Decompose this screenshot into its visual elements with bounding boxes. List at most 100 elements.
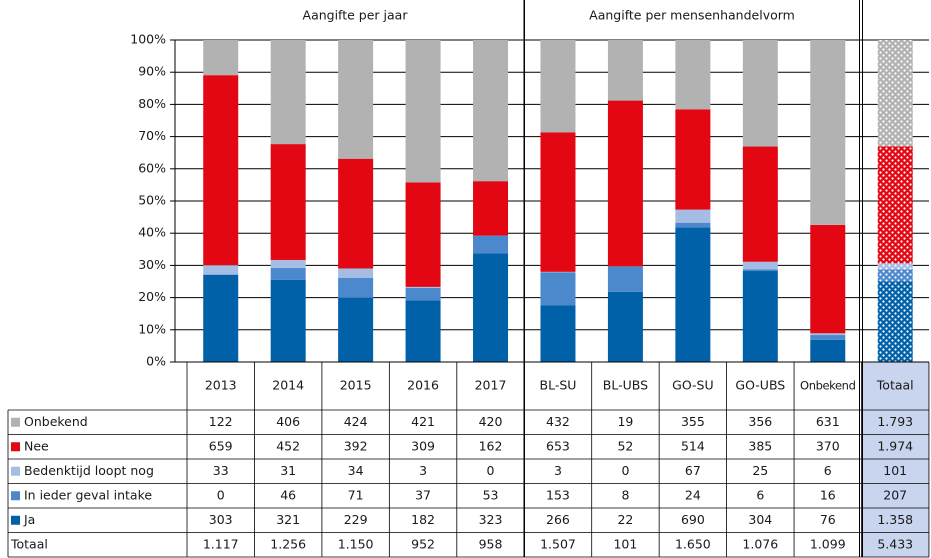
row-label: Totaal <box>10 536 48 551</box>
table-cell: 631 <box>816 414 840 429</box>
table-cell: 952 <box>411 536 435 551</box>
table-cell: 323 <box>479 512 503 527</box>
table-cell: 309 <box>411 438 435 453</box>
table-cell: 5.433 <box>877 536 913 551</box>
table-cell: 355 <box>681 414 705 429</box>
table-cell: 182 <box>411 512 435 527</box>
table-cell: 1.099 <box>810 536 846 551</box>
table-cell: 52 <box>617 438 633 453</box>
row-label: Bedenktijd loopt nog <box>24 463 154 478</box>
bar-segment <box>203 265 239 275</box>
table-cell: 1.507 <box>540 536 576 551</box>
table-cell: 424 <box>344 414 368 429</box>
table-cell: 653 <box>546 438 570 453</box>
table-cell: 1.358 <box>877 512 913 527</box>
bar-segment <box>338 278 374 298</box>
row-label: Onbekend <box>24 414 88 429</box>
table-cell: 76 <box>820 512 836 527</box>
table-cell: 6 <box>756 487 764 502</box>
x-tick-label: Totaal <box>876 378 914 393</box>
bar-segment <box>270 279 306 362</box>
bar-segment <box>810 333 846 336</box>
bar-segment <box>742 146 778 262</box>
table-cell: 1.256 <box>270 536 306 551</box>
table-cell: 25 <box>752 463 768 478</box>
bar-segment <box>810 224 846 334</box>
bar-segment <box>203 274 239 362</box>
table-cell: 3 <box>554 463 562 478</box>
x-tick-label: Onbekend <box>800 379 856 393</box>
table-cell: 67 <box>685 463 701 478</box>
bar-segment <box>540 132 576 272</box>
table-cell: 266 <box>546 512 570 527</box>
table-cell: 22 <box>617 512 633 527</box>
table-cell: 6 <box>824 463 832 478</box>
table-cell: 1.076 <box>742 536 778 551</box>
y-tick-label: 50% <box>138 193 166 208</box>
table-cell: 101 <box>883 463 907 478</box>
y-tick-label: 10% <box>138 321 166 336</box>
y-tick-label: 100% <box>130 32 166 47</box>
group-title: Aangifte per jaar <box>303 8 409 23</box>
table-cell: 122 <box>209 414 233 429</box>
table-cell: 321 <box>276 512 300 527</box>
bar-segment <box>675 40 711 110</box>
bar-segment <box>607 291 643 362</box>
legend-swatch <box>11 466 20 476</box>
table-cell: 207 <box>883 487 907 502</box>
bar-segment <box>473 40 509 182</box>
table-cell: 53 <box>483 487 499 502</box>
table-cell: 392 <box>344 438 368 453</box>
bar-segment <box>338 297 374 362</box>
bar-segment <box>270 40 306 145</box>
table-cell: 153 <box>546 487 570 502</box>
table-cell: 33 <box>213 463 229 478</box>
table-cell: 0 <box>487 463 495 478</box>
table-cell: 958 <box>479 536 503 551</box>
table-cell: 1.150 <box>338 536 374 551</box>
y-tick-label: 40% <box>138 225 166 240</box>
legend-swatch <box>11 515 20 525</box>
bar-segment <box>877 146 913 264</box>
bar-segment <box>607 100 643 267</box>
x-tick-label: 2015 <box>340 378 372 393</box>
bar-segment <box>877 40 913 147</box>
bar-segment <box>877 263 913 270</box>
bar-segment <box>405 287 441 301</box>
table-cell: 1.974 <box>877 438 913 453</box>
bar-segment <box>405 286 441 288</box>
table-cell: 406 <box>276 414 300 429</box>
table-cell: 31 <box>280 463 296 478</box>
table-cell: 385 <box>748 438 772 453</box>
table-cell: 659 <box>209 438 233 453</box>
bar-segment <box>203 40 239 76</box>
table-cell: 356 <box>748 414 772 429</box>
table-cell: 420 <box>479 414 503 429</box>
y-tick-label: 60% <box>138 160 166 175</box>
table-cell: 46 <box>280 487 296 502</box>
x-tick-label: 2013 <box>205 378 237 393</box>
bar-segment <box>810 335 846 340</box>
y-tick-label: 90% <box>138 64 166 79</box>
bar-segment <box>270 144 306 260</box>
table-cell: 8 <box>621 487 629 502</box>
table-cell: 37 <box>415 487 431 502</box>
row-label: Ja <box>23 512 35 527</box>
table-cell: 19 <box>617 414 633 429</box>
bar-segment <box>810 40 846 225</box>
x-tick-label: 2014 <box>272 378 304 393</box>
x-tick-label: BL-UBS <box>603 378 648 393</box>
bar-segment <box>270 267 306 280</box>
bar-segment <box>675 222 711 228</box>
table-cell: 370 <box>816 438 840 453</box>
table-cell: 1.793 <box>877 414 913 429</box>
bar-segment <box>203 75 239 266</box>
y-tick-label: 80% <box>138 96 166 111</box>
row-label: Nee <box>24 438 49 453</box>
y-tick-label: 0% <box>146 354 166 369</box>
table-cell: 432 <box>546 414 570 429</box>
row-label: In ieder geval intake <box>24 487 152 502</box>
table-cell: 1.117 <box>203 536 239 551</box>
bar-segment <box>675 109 711 210</box>
